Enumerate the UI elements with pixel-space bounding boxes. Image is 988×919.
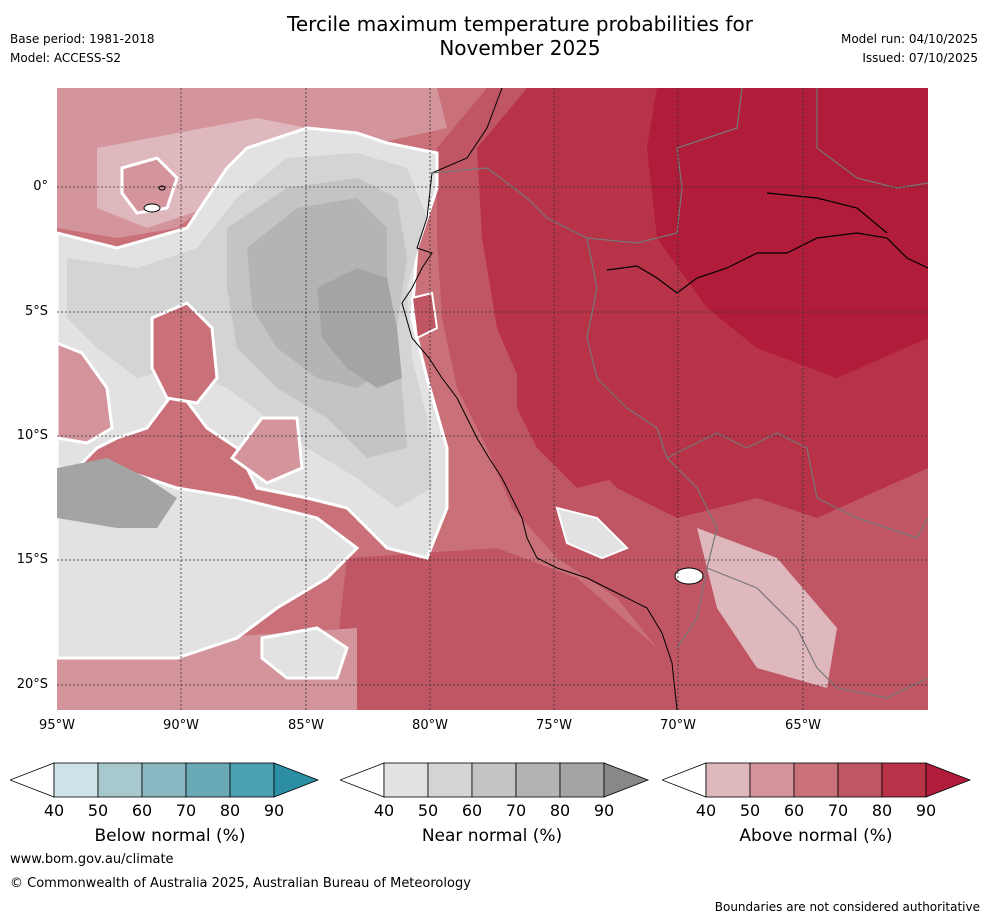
legend-tick-label: 70 [175,801,197,820]
legend-tick-label: 80 [549,801,571,820]
legend-extend-low [340,762,385,798]
lat-label-15s: 15°S [16,552,48,567]
legend-swatch [515,762,561,798]
legend-tick-label: 60 [131,801,153,820]
title-line-1: Tercile maximum temperature probabilitie… [287,12,753,36]
zone-amazon-above-90 [647,88,928,378]
legend-near-normal [340,762,650,798]
legend-swatch [427,762,473,798]
zone-near-west-80 [57,458,177,528]
country-border [431,88,743,244]
legend-tick-label: 70 [827,801,849,820]
lon-label-90w: 90°W [163,718,199,733]
legend-near-label: Near normal (%) [421,826,563,846]
patch-galapagos-above [120,156,179,215]
legend-below-normal [10,762,320,798]
country-border [706,567,928,699]
legend-swatch [837,762,883,798]
legend-swatch [881,762,927,798]
lat-label-20s: 20°S [16,677,48,692]
legend-extend-high [925,762,972,798]
legend-tick-label: 40 [43,801,65,820]
galapagos-island [143,203,161,213]
coastline [401,88,678,710]
probability-map [57,88,928,710]
legend-tick-label: 90 [263,801,285,820]
legend-extend-high [603,762,650,798]
legend-above-normal [662,762,972,798]
lon-label-75w: 75°W [536,718,572,733]
gridlines [57,88,928,710]
lake-titicaca [674,567,704,585]
zone-coast-above-80 [517,368,617,488]
lon-label-95w: 95°W [39,718,75,733]
patch-coast-near [555,506,629,560]
legend-tick-label: 50 [87,801,109,820]
legend-tick-label: 60 [783,801,805,820]
lon-label-85w: 85°W [288,718,324,733]
legend-tick-label: 50 [739,801,761,820]
legend-extend-low [662,762,707,798]
patch-peru-coast-above [410,291,439,340]
country-border [816,88,928,189]
issued-text: Issued: 07/10/2025 [862,51,978,65]
legend-tick-label: 40 [695,801,717,820]
lon-label-80w: 80°W [412,718,448,733]
legend-swatch [185,762,231,798]
river-upper [766,192,888,234]
zone-south-ocean-above-70 [337,548,687,710]
legend-tick-label: 50 [417,801,439,820]
lon-label-65w: 65°W [785,718,821,733]
lat-label-0: 0° [33,179,48,194]
legend-below-label: Below normal (%) [94,826,246,846]
lat-label-10s: 10°S [16,428,48,443]
patch-far-west-above [57,341,114,445]
zone-near-80 [317,268,402,388]
patch-central-above [229,416,304,485]
zone-altiplano-above-40 [697,528,837,688]
legend-tick-label: 40 [373,801,395,820]
legend-swatch [705,762,751,798]
legend-swatch [559,762,605,798]
legend-tick-label: 90 [915,801,937,820]
legend-swatch [97,762,143,798]
base-period-text: Base period: 1981-2018 [10,32,155,46]
title-line-2: November 2025 [439,36,601,60]
lat-label-5s: 5°S [24,304,48,319]
legend-swatch [749,762,795,798]
legend-tick-label: 70 [505,801,527,820]
legend-swatch [471,762,517,798]
legend-tick-label: 80 [871,801,893,820]
legend-swatch [383,762,429,798]
legend-extend-high [273,762,320,798]
legend-tick-label: 80 [219,801,241,820]
river [606,232,928,294]
legend-swatch [141,762,187,798]
legend-tick-label: 90 [593,801,615,820]
lon-label-70w: 70°W [660,718,696,733]
country-border [666,432,928,539]
legend-tick-label: 60 [461,801,483,820]
legend-extend-low [10,762,55,798]
legend-above-label: Above normal (%) [739,826,893,846]
map-title: Tercile maximum temperature probabilitie… [250,12,790,60]
patch-south-near [260,626,349,680]
model-run-text: Model run: 04/10/2025 [840,32,978,46]
patch-west-above [150,301,219,405]
legend-swatch [53,762,99,798]
country-border [586,237,718,649]
model-text: Model: ACCESS-S2 [10,51,122,65]
galapagos-island [158,185,166,191]
legend-swatch [229,762,275,798]
copyright-text: © Commonwealth of Australia 2025, Austra… [10,876,471,891]
legend-swatch [793,762,839,798]
disclaimer-text: Boundaries are not considered authoritat… [714,900,980,914]
website-link[interactable]: www.bom.gov.au/climate [10,852,174,867]
